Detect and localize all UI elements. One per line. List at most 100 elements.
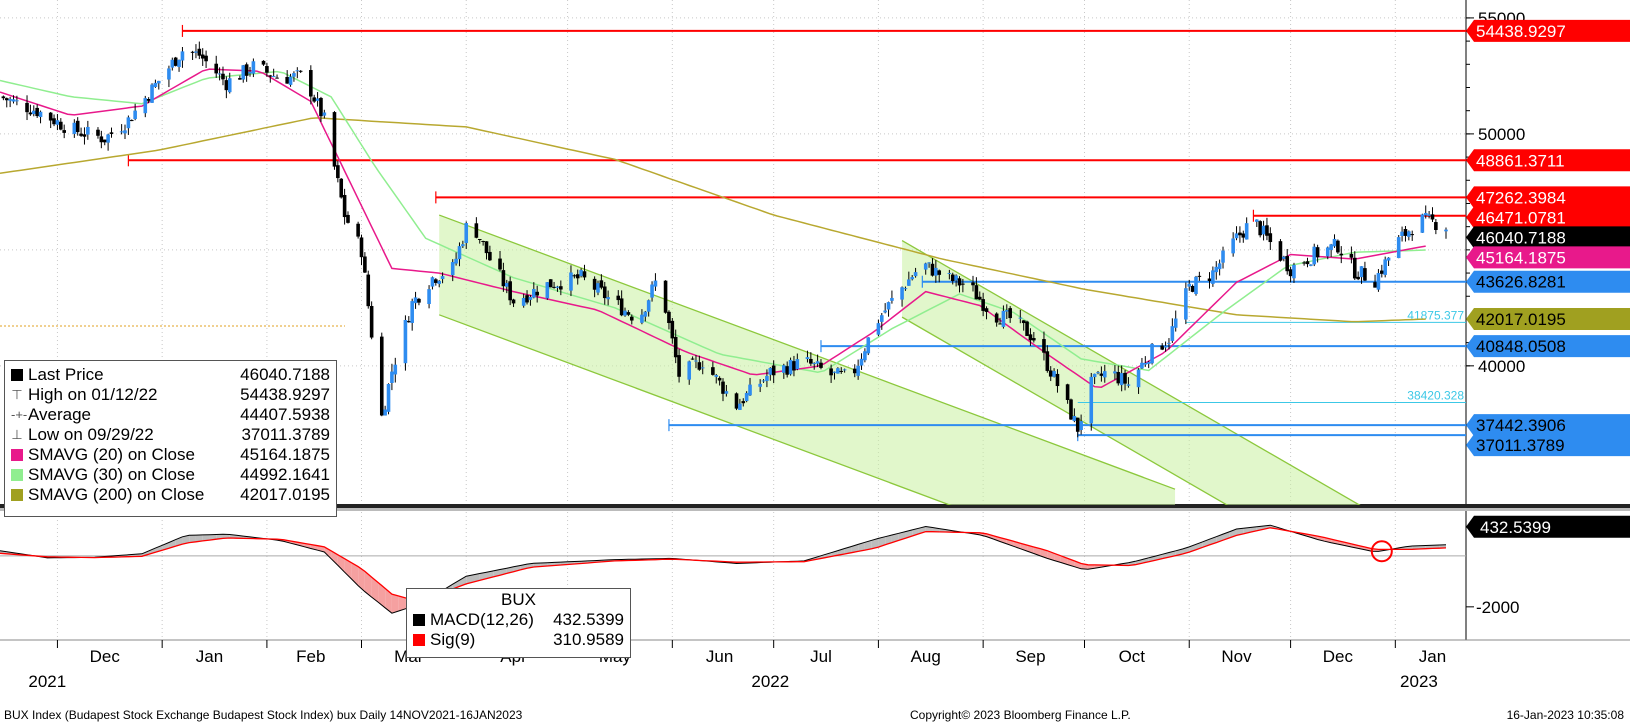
candle-body (336, 165, 340, 179)
candle-body (488, 251, 492, 261)
price-tag-bg (1466, 149, 1630, 172)
candle-body (528, 296, 533, 300)
candle-body (1288, 269, 1293, 277)
year-label: 2023 (1400, 672, 1438, 691)
candle-body (974, 285, 979, 300)
macd-histogram-fill (479, 572, 487, 581)
candle-body (1214, 266, 1219, 273)
candle-body (734, 393, 739, 409)
candle-body (930, 263, 935, 276)
candle-body (646, 300, 651, 312)
candle-body (99, 136, 104, 143)
trend-channel (901, 240, 1361, 505)
candle-body (167, 68, 171, 80)
candle-body (1167, 342, 1171, 344)
candle-body (190, 51, 195, 53)
candle-body (1048, 370, 1053, 377)
candle-body (670, 320, 675, 339)
fib-label: 38420.328 (1407, 388, 1464, 402)
legend-value: 54438.9297 (240, 385, 330, 404)
legend-label: SMAVG (200) on Close (28, 485, 205, 504)
candle-body (1312, 246, 1317, 265)
candle-body (1434, 222, 1438, 231)
candle-body (842, 369, 847, 371)
candle-body (1001, 310, 1006, 327)
candle-body (197, 48, 202, 56)
candle-body (1150, 343, 1154, 364)
candle-body (1325, 247, 1330, 257)
candle-body (667, 311, 671, 324)
macd-histogram-fill (858, 542, 865, 552)
candle-body (501, 270, 506, 287)
candle-body (768, 367, 773, 375)
candle-body (673, 336, 678, 358)
candle-body (1410, 234, 1415, 236)
candle-body (1184, 288, 1188, 320)
candle-body (552, 286, 556, 288)
candle-body (927, 262, 931, 264)
candle-body (836, 368, 840, 374)
candle-body (275, 77, 279, 79)
candle-body (1380, 270, 1384, 274)
candle-body (1231, 238, 1235, 254)
price-tag: 48861.3711 (1466, 149, 1630, 172)
legend-row: ⊤ High on 01/12/22 54438.9297 (11, 385, 330, 405)
candle-body (923, 263, 928, 270)
candle-body (379, 336, 384, 416)
candle-body (1383, 259, 1387, 275)
candle-body (525, 295, 529, 303)
candle-body (1065, 384, 1070, 400)
price-tag-label: 46040.7188 (1476, 228, 1566, 247)
price-tags: 54438.9297 48861.3711 47262.398446471.0781… (1466, 19, 1630, 457)
candle-body (217, 73, 222, 75)
macd-histogram-fill (209, 534, 217, 541)
price-tag-bg (1466, 186, 1630, 209)
macd-label: MACD(12,26) (430, 610, 534, 629)
candle-body (812, 363, 817, 365)
candle-body (1119, 373, 1124, 386)
candle-body (1069, 399, 1073, 420)
signal-value: 310.9589 (553, 630, 624, 649)
candle-body (315, 98, 320, 101)
month-label: Jul (810, 647, 832, 666)
legend-swatch (11, 489, 23, 501)
candle-body (981, 299, 985, 311)
legend-value: 46040.7188 (240, 365, 330, 384)
candle-body (1349, 253, 1354, 258)
candle-body (79, 133, 83, 136)
candle-body (602, 286, 607, 299)
candle-body (55, 120, 60, 125)
candle-body (133, 110, 137, 120)
candle-body (15, 100, 19, 102)
candle-body (356, 223, 360, 237)
candle-body (700, 367, 705, 369)
month-label: Jan (1419, 647, 1446, 666)
level-lines: 41875.377 38420.328 (127, 24, 1466, 442)
candle-body (271, 76, 276, 78)
macd-histogram-fill (1040, 548, 1048, 559)
candle-body (1126, 384, 1131, 386)
candle-body (1423, 212, 1428, 216)
price-tag: 37442.3906 (1466, 414, 1630, 437)
candle-body (1329, 244, 1333, 250)
candle-body (427, 289, 431, 305)
candle-body (856, 365, 860, 376)
candle-body (1373, 282, 1377, 288)
candle-body (1021, 320, 1026, 324)
candle-body (876, 323, 881, 335)
candle-body (363, 256, 367, 273)
candle-body (1427, 214, 1431, 216)
macd-histogram-fill (378, 582, 386, 608)
candle-body (1207, 278, 1212, 282)
candle-body (954, 275, 958, 281)
candle-body (1376, 273, 1381, 290)
candle-body (1163, 345, 1168, 348)
legend-label: SMAVG (30) on Close (28, 465, 195, 484)
price-tag: 46471.0781 (1466, 206, 1630, 229)
candle-body (403, 319, 408, 364)
price-tag-bg (1466, 19, 1630, 42)
month-label: Sep (1015, 647, 1045, 666)
candle-body (717, 377, 722, 381)
